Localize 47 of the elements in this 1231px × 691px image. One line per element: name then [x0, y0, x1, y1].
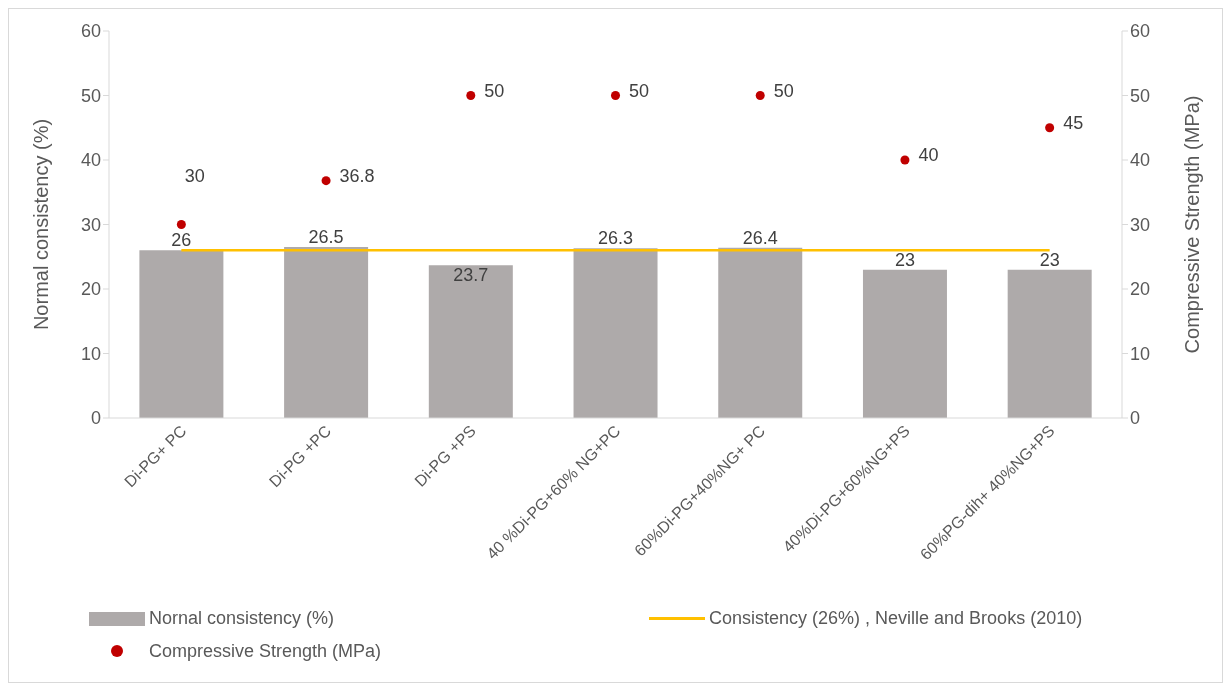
y-tick-label: 40	[80, 150, 101, 171]
bar	[573, 248, 658, 418]
y-tick-label: 0	[90, 408, 101, 429]
data-label: 30	[184, 165, 205, 186]
point	[176, 219, 186, 230]
legend-label: Consistency (26%) , Neville and Brooks (2010)	[709, 608, 1083, 629]
y-tick-label: 60	[80, 21, 101, 42]
point	[900, 155, 910, 165]
bar	[862, 269, 947, 418]
data-label: 45	[1063, 113, 1084, 134]
y-tick-label: 10	[80, 343, 101, 364]
y2-tick-label: 20	[1130, 279, 1151, 300]
y-tick-label: 20	[80, 279, 101, 300]
bar	[139, 250, 224, 418]
y-tick-label: 50	[80, 85, 101, 106]
data-label: 26.5	[308, 227, 344, 248]
y2-tick-label: 40	[1130, 150, 1151, 171]
y2-axis-title: Compressive Strength (MPa)	[1181, 95, 1204, 354]
bar	[718, 247, 803, 418]
data-label: 50	[484, 80, 505, 101]
data-label: 26	[171, 230, 192, 251]
data-label: 50	[628, 80, 650, 101]
y2-tick-label: 50	[1130, 85, 1151, 106]
data-label: 23	[894, 249, 915, 270]
y-axis-title: Normal consistency (%)	[30, 118, 53, 331]
point	[610, 90, 621, 101]
data-label: 36.8	[339, 166, 375, 187]
point	[321, 176, 331, 186]
bar	[284, 247, 369, 418]
y2-tick-label: 30	[1130, 214, 1151, 235]
point	[755, 90, 765, 101]
data-label: 40	[918, 145, 939, 166]
legend-label: Nornal consistency (%)	[149, 608, 335, 629]
y2-tick-label: 0	[1130, 408, 1141, 429]
data-label: 26.4	[742, 227, 778, 248]
point	[1045, 123, 1055, 133]
data-label: 26.3	[598, 228, 634, 249]
y2-tick-label: 10	[1130, 343, 1151, 364]
bar	[428, 265, 513, 418]
data-label: 23	[1039, 249, 1060, 270]
legend-label: Compressive Strength (MPa)	[149, 641, 382, 662]
y2-tick-label: 60	[1130, 21, 1151, 42]
data-label: 23.7	[453, 265, 489, 286]
bar	[1007, 269, 1092, 418]
point	[466, 90, 476, 101]
y-tick-label: 30	[80, 214, 101, 235]
data-label: 50	[773, 80, 794, 101]
